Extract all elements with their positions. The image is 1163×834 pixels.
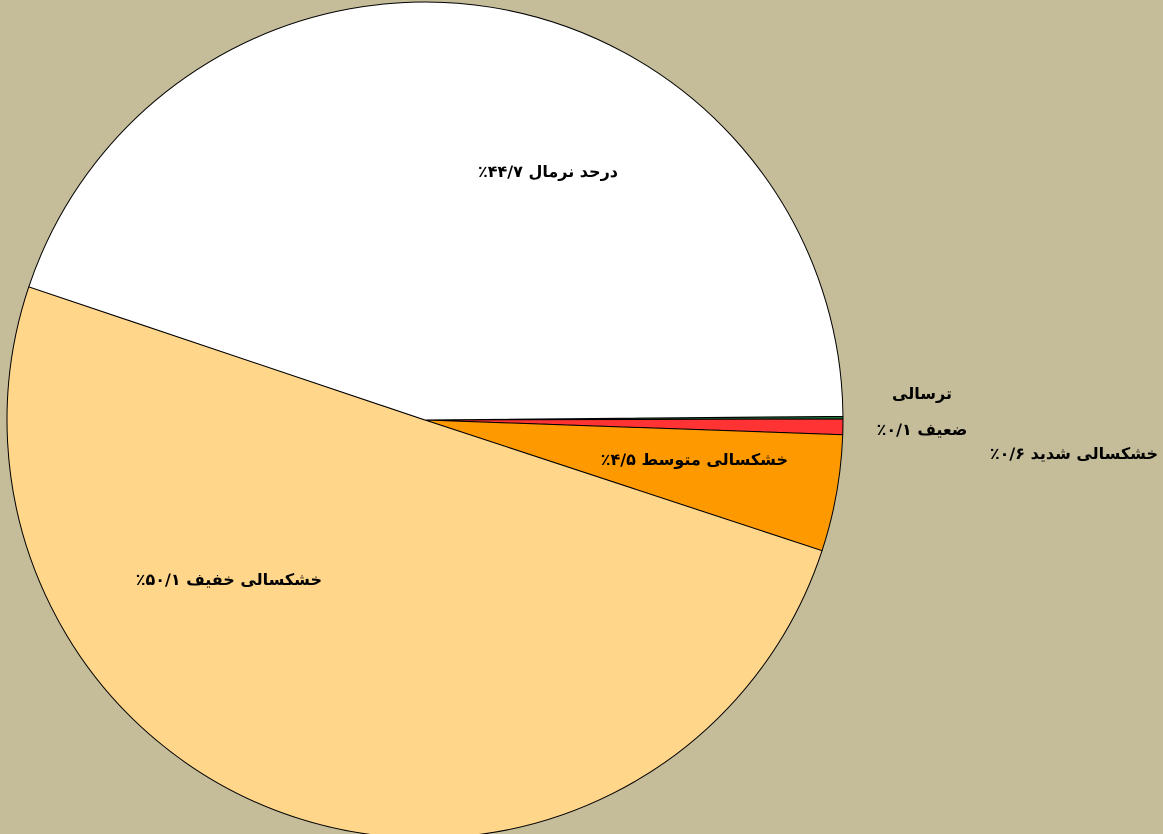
value-label: ۵۰/۱٪: [135, 570, 181, 589]
slice-label: خشکسالی متوسط ۴/۵٪: [601, 442, 788, 478]
category-label: خشکسالی متوسط: [641, 450, 788, 469]
slice-label: ترسالی ضعیف ۰/۱٪: [874, 376, 970, 448]
slice-label: خشکسالی شدید ۰/۶٪: [990, 436, 1158, 472]
value-label: ۴۴/۷٪: [477, 162, 523, 181]
pie-slice: [28, 1, 844, 421]
value-label: ۴/۵٪: [600, 450, 636, 469]
slice-label: درحد نرمال ۴۴/۷٪: [478, 154, 618, 190]
value-label: ۰/۱٪: [876, 420, 912, 439]
category-label: درحد نرمال: [528, 162, 618, 181]
slice-label: خشکسالی خفیف ۵۰/۱٪: [136, 562, 322, 598]
value-label: ۰/۶٪: [989, 444, 1026, 463]
category-label: ترسالی ضعیف: [892, 384, 968, 439]
category-label: خشکسالی شدید: [1030, 444, 1158, 463]
pie-slice: [6, 286, 823, 834]
category-label: خشکسالی خفیف: [186, 570, 322, 589]
